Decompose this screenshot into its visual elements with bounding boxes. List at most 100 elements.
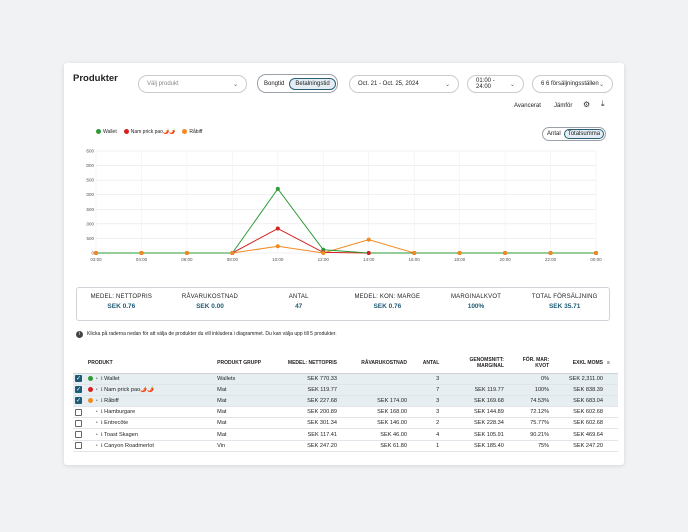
x-tick-label: 10:00 [272,257,284,262]
info-icon[interactable]: ℹ [100,409,103,416]
legend-item-nam-prick-pao[interactable]: Nam prick pao🌶️🌶️ [123,129,175,135]
product-select[interactable]: Välj produkt ⌄ [138,75,247,93]
x-tick-label: 04:00 [136,257,148,262]
tab-betalningstid[interactable]: Betalningstid [289,77,336,90]
info-icon: i [76,331,83,338]
table-row[interactable]: ✓ • ℹ Wallet Wallets SEK 770.33 3 0% SEK … [73,373,618,385]
info-dot-icon[interactable]: • [95,409,98,416]
time-type-toggle[interactable]: Bongtid Betalningstid [257,74,338,93]
time-range-select[interactable]: 01:00 - 24:00 ⌄ [467,75,524,93]
avg-margin: SEK 119.77 [441,384,506,396]
info-icon[interactable]: ℹ [100,442,103,449]
product-name: Entrecôte [104,420,129,427]
x-tick-label: 08:00 [227,257,239,262]
summary-item: ANTAL 47 [254,288,343,320]
x-tick-label: 22:00 [545,257,557,262]
col-price[interactable]: MEDEL: NETTOPRIS [274,354,339,374]
row-checkbox[interactable] [75,408,82,416]
cost [339,373,409,385]
product-group: Mat [215,417,275,430]
legend-dot [123,129,129,135]
y-tick-label: 1500 [86,207,94,212]
compare-link[interactable]: Jämför [554,103,573,109]
row-checkbox[interactable] [75,419,82,427]
data-point [412,251,417,255]
series-color-dot [88,432,93,437]
info-icon[interactable]: ℹ [100,397,103,404]
avg-margin [441,373,506,385]
col-qty[interactable]: ANTAL [409,354,442,374]
total-excl-vat: SEK 838.39 [551,384,605,396]
quantity: 3 [409,373,442,385]
summary-label: RÅVARUKOSTNAD [181,294,239,300]
total-excl-vat: SEK 602.68 [551,417,605,430]
info-dot-icon[interactable]: • [95,397,98,404]
col-margin[interactable]: GENOMSNITT: MARGINAL [441,354,506,374]
chevron-down-icon: ⌄ [232,81,238,88]
row-checkbox[interactable]: ✓ [75,397,82,405]
cost: SEK 46.00 [339,428,409,441]
row-checkbox[interactable] [75,442,82,450]
info-dot-icon[interactable]: • [95,431,98,438]
table-row[interactable]: ✓ • ℹ Råbiff Mat SEK 227.68 SEK 174.00 3 … [73,395,618,408]
row-checkbox[interactable]: ✓ [75,386,82,394]
col-product[interactable]: PRODUKT [85,354,216,374]
toggle-totalsumma[interactable]: Totalsumma [563,129,605,139]
row-checkbox[interactable]: ✓ [75,375,82,383]
avg-price: SEK 119.77 [274,384,339,396]
quantity: 4 [409,428,442,441]
info-dot-icon[interactable]: • [95,386,98,393]
tab-bongtid[interactable]: Bongtid [264,80,285,87]
product-name: Toast Skagen [104,431,138,438]
table-row[interactable]: ✓ • ℹ Nam prick pao🌶️🌶️ Mat SEK 119.77 7 … [73,384,618,396]
quantity: 7 [409,384,442,396]
summary-label: MARGINALKVOT [450,294,502,300]
products-table: PRODUKT PRODUKT GRUPP MEDEL: NETTOPRIS R… [73,354,618,452]
x-tick-label: 16:00 [409,257,421,262]
table-row[interactable]: • ℹ Toast Skagen Mat SEK 117.41 SEK 46.00… [73,428,618,441]
col-group[interactable]: PRODUKT GRUPP [215,354,275,374]
info-icon[interactable]: ℹ [100,431,103,438]
summary-item: MARGINALKVOT 100% [432,288,521,320]
settings-icon[interactable]: ⚙ [583,100,591,109]
info-icon[interactable]: ℹ [100,386,103,393]
table-row[interactable]: • ℹ Hamburgare Mat SEK 200.89 SEK 168.00 … [73,406,618,419]
legend-dot [96,129,101,135]
col-total[interactable]: EXKL MOMS [551,354,605,374]
columns-menu-icon[interactable]: ≡ [604,354,618,374]
chart-legend: Wallet Nam prick pao🌶️🌶️ Råbiff [96,129,202,135]
summary-value: 47 [295,303,303,310]
info-dot-icon[interactable]: • [95,420,98,427]
info-dot-icon[interactable]: • [95,375,98,382]
summary-item: MEDEL: KON: MARGE SEK 0.76 [343,288,432,320]
col-cost[interactable]: RÅVARUKOSTNAD [339,354,409,374]
x-tick-label: 06:00 [181,257,193,262]
info-icon[interactable]: ℹ [100,375,103,382]
toggle-antal[interactable]: Antal [547,131,561,137]
metric-toggle[interactable]: Antal Totalsumma [542,127,607,141]
product-group: Wallets [215,373,275,385]
margin-ratio: 74.53% [505,395,552,408]
avg-margin: SEK 105.91 [441,428,506,441]
legend-item-rabiff[interactable]: Råbiff [182,129,202,135]
location-select[interactable]: 6 6 försäljningsställen ⌄ [532,75,613,93]
summary-label: MEDEL: NETTOPRIS [90,294,153,300]
table-row[interactable]: • ℹ Canyon Roadmerlot Vin SEK 247.20 SEK … [73,440,618,452]
table-row[interactable]: • ℹ Entrecôte Mat SEK 301.34 SEK 146.00 2… [73,417,618,430]
row-checkbox[interactable] [75,431,82,439]
avg-price: SEK 227.68 [274,395,339,408]
series-color-dot [87,397,93,403]
download-icon[interactable]: ⤓ [601,99,605,108]
legend-item-wallet[interactable]: Wallet [96,129,117,135]
col-ratio[interactable]: FÖR. MAR: KVOT [505,354,552,374]
info-dot-icon[interactable]: • [95,442,98,449]
summary-value: SEK 35.71 [548,303,581,310]
avg-margin: SEK 169.68 [441,395,506,408]
total-excl-vat: SEK 247.20 [551,440,605,452]
y-tick-label: 1000 [86,221,94,226]
data-point [321,251,326,255]
date-range-select[interactable]: Oct. 21 - Oct. 25, 2024 ⌄ [349,75,459,93]
info-icon[interactable]: ℹ [100,420,103,427]
advanced-link[interactable]: Avancerat [514,103,541,109]
data-point [94,251,98,255]
